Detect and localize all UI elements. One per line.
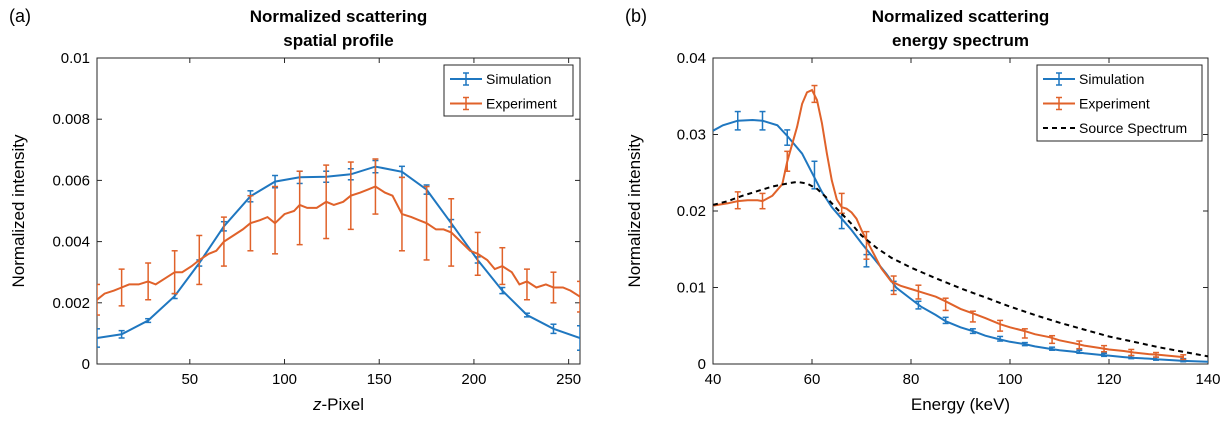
chart-title-line-1: Normalized scattering [872,7,1050,26]
y-tick-label: 0 [82,356,90,373]
y-tick-label: 0.008 [52,111,90,128]
legend-item: Experiment [450,96,557,112]
x-axis-label-text: -Pixel [321,395,364,414]
x-tick-label: 120 [1096,371,1121,388]
chart-title-line-1: Normalized scattering [250,7,428,26]
x-axis-label-italic: z [312,395,322,414]
x-tick-label: 250 [556,371,581,388]
y-tick-label: 0.002 [52,295,90,312]
x-axis-label: Energy (keV) [911,395,1010,414]
y-axis-label: Normalized intensity [625,134,644,288]
panel-label: (b) [625,6,647,26]
y-tick-label: 0.01 [677,280,706,297]
legend-item: Experiment [1043,96,1150,112]
x-tick-label: 40 [705,371,722,388]
x-tick-label: 140 [1195,371,1220,388]
y-axis-label: Normalized intensity [9,134,28,288]
legend-label: Source Spectrum [1079,120,1187,136]
y-tick-label: 0.004 [52,234,90,251]
y-tick-label: 0 [698,356,706,373]
y-tick-label: 0.04 [677,50,706,67]
chart-title-line-2: energy spectrum [892,31,1029,50]
y-tick-label: 0.02 [677,203,706,220]
y-tick-label: 0.03 [677,127,706,144]
legend-item: Simulation [450,71,551,87]
x-tick-label: 60 [804,371,821,388]
y-tick-label: 0.01 [61,50,90,67]
x-axis-label: z-Pixel [312,395,364,414]
panel-label: (a) [9,6,31,26]
legend-label: Experiment [486,96,557,112]
y-tick-label: 0.006 [52,172,90,189]
x-tick-label: 80 [903,371,920,388]
x-axis-label-text: Energy (keV) [911,395,1010,414]
legend: Simulation Experiment [444,65,573,116]
legend-label: Simulation [486,71,551,87]
x-tick-label: 100 [997,371,1022,388]
chart-title-line-2: spatial profile [283,31,394,50]
legend-label: Simulation [1079,71,1144,87]
legend: Simulation Experiment Source Spectrum [1037,65,1202,141]
x-tick-label: 150 [367,371,392,388]
legend-label: Experiment [1079,96,1150,112]
x-tick-label: 200 [461,371,486,388]
x-tick-label: 50 [181,371,198,388]
x-tick-label: 100 [272,371,297,388]
legend-item: Simulation [1043,71,1144,87]
